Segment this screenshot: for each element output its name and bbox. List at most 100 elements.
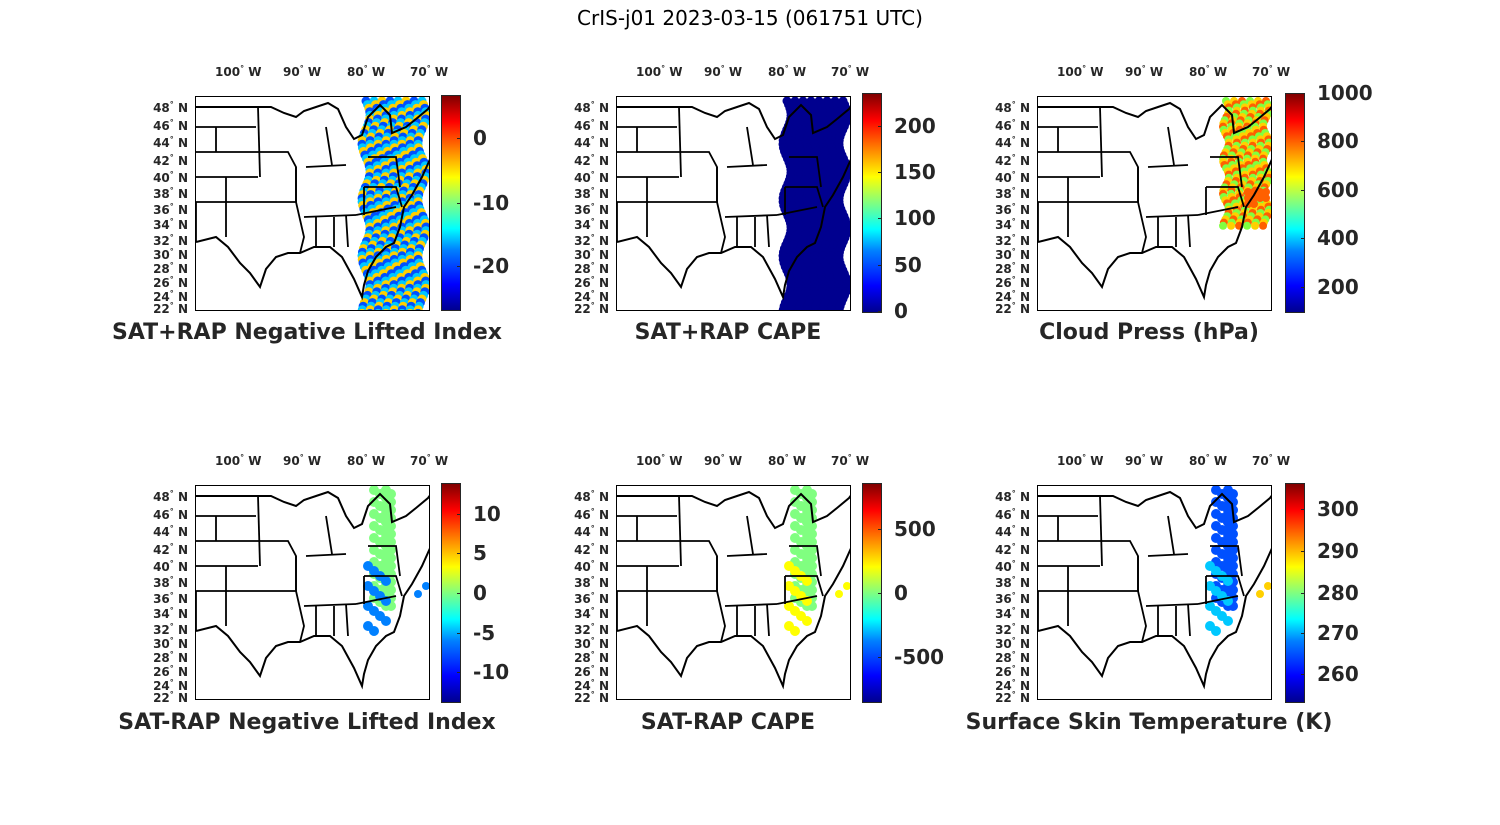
lon-suffix: W bbox=[367, 65, 386, 79]
lat-suffix: N bbox=[594, 543, 609, 557]
lat-tick-label: 30° N bbox=[561, 636, 609, 651]
state-border bbox=[1187, 603, 1191, 637]
panel-title: Cloud Press (hPa) bbox=[1039, 320, 1259, 345]
colorbar-tick-label: 300 bbox=[1317, 497, 1359, 522]
degree-symbol: ° bbox=[1011, 202, 1016, 211]
degree-symbol: ° bbox=[590, 559, 595, 568]
lon-value: 70 bbox=[410, 454, 427, 468]
lat-value: 36 bbox=[574, 592, 591, 606]
lat-tick-label: 40° N bbox=[140, 170, 188, 185]
degree-symbol: ° bbox=[1011, 100, 1016, 109]
degree-symbol: ° bbox=[1141, 64, 1146, 73]
lon-value: 100 bbox=[215, 65, 241, 79]
colorbar-tick-label: -500 bbox=[894, 644, 945, 669]
degree-symbol: ° bbox=[1011, 275, 1016, 284]
data-point bbox=[1211, 626, 1221, 636]
lon-value: 100 bbox=[1057, 65, 1083, 79]
lat-value: 42 bbox=[153, 154, 170, 168]
lat-suffix: N bbox=[594, 637, 609, 651]
colorbar-tick-mark bbox=[878, 264, 882, 266]
degree-symbol: ° bbox=[169, 217, 174, 226]
degree-symbol: ° bbox=[1011, 153, 1016, 162]
lat-value: 30 bbox=[995, 637, 1012, 651]
lon-suffix: W bbox=[1086, 65, 1104, 79]
lat-tick-label: 44° N bbox=[140, 524, 188, 539]
state-border bbox=[724, 214, 778, 218]
lat-value: 44 bbox=[574, 136, 591, 150]
degree-symbol: ° bbox=[1011, 507, 1016, 516]
degree-symbol: ° bbox=[720, 64, 725, 73]
lat-value: 34 bbox=[574, 218, 591, 232]
lat-value: 28 bbox=[574, 262, 591, 276]
degree-symbol: ° bbox=[169, 275, 174, 284]
data-point bbox=[367, 308, 373, 310]
state-border bbox=[257, 106, 261, 178]
state-border bbox=[364, 575, 403, 597]
lat-suffix: N bbox=[1015, 234, 1030, 248]
data-point bbox=[399, 308, 405, 310]
data-point bbox=[1256, 194, 1264, 202]
lat-tick-label: 42° N bbox=[561, 542, 609, 557]
lat-value: 28 bbox=[153, 262, 170, 276]
lat-value: 24 bbox=[153, 679, 170, 693]
us-map bbox=[196, 486, 429, 690]
lat-value: 40 bbox=[153, 560, 170, 574]
degree-symbol: ° bbox=[590, 233, 595, 242]
degree-symbol: ° bbox=[590, 170, 595, 179]
lat-suffix: N bbox=[1015, 679, 1030, 693]
lon-value: 80 bbox=[1189, 454, 1206, 468]
lon-tick-label: 70° W bbox=[1252, 453, 1290, 468]
lat-tick-label: 40° N bbox=[982, 559, 1030, 574]
lat-tick-label: 48° N bbox=[561, 100, 609, 115]
degree-symbol: ° bbox=[1011, 233, 1016, 242]
lon-suffix: W bbox=[303, 454, 322, 468]
lat-suffix: N bbox=[594, 665, 609, 679]
lat-tick-label: 30° N bbox=[982, 636, 1030, 651]
lon-value: 70 bbox=[410, 65, 427, 79]
lat-tick-label: 44° N bbox=[982, 524, 1030, 539]
degree-symbol: ° bbox=[1011, 289, 1016, 298]
lat-tick-label: 38° N bbox=[140, 186, 188, 201]
lat-tick-label: 38° N bbox=[982, 186, 1030, 201]
colorbar-tick-label: 5 bbox=[473, 541, 487, 566]
lat-tick-label: 24° N bbox=[140, 289, 188, 304]
data-point bbox=[1244, 188, 1252, 196]
lon-suffix: W bbox=[1272, 454, 1291, 468]
state-border bbox=[746, 515, 754, 555]
degree-symbol: ° bbox=[1082, 64, 1087, 73]
colorbar-tick-mark bbox=[457, 553, 461, 555]
lat-suffix: N bbox=[1015, 119, 1030, 133]
lat-value: 26 bbox=[153, 665, 170, 679]
data-swath bbox=[357, 97, 429, 310]
lat-tick-label: 40° N bbox=[982, 170, 1030, 185]
degree-symbol: ° bbox=[240, 453, 245, 462]
data-point bbox=[820, 308, 826, 310]
lat-tick-label: 38° N bbox=[140, 575, 188, 590]
state-border bbox=[325, 515, 333, 555]
colorbar-tick-label: -10 bbox=[473, 191, 510, 215]
state-border bbox=[1197, 206, 1239, 216]
lat-value: 32 bbox=[574, 234, 591, 248]
state-border bbox=[724, 603, 778, 607]
data-point bbox=[391, 308, 397, 310]
lat-value: 40 bbox=[574, 560, 591, 574]
lat-suffix: N bbox=[173, 262, 188, 276]
lat-suffix: N bbox=[1015, 136, 1030, 150]
lat-tick-label: 46° N bbox=[982, 507, 1030, 522]
degree-symbol: ° bbox=[590, 301, 595, 310]
lat-tick-label: 48° N bbox=[140, 100, 188, 115]
lon-suffix: W bbox=[367, 454, 386, 468]
lat-tick-label: 36° N bbox=[561, 202, 609, 217]
degree-symbol: ° bbox=[1011, 170, 1016, 179]
lon-value: 80 bbox=[347, 454, 364, 468]
map-frame bbox=[195, 485, 430, 700]
lat-tick-label: 48° N bbox=[561, 489, 609, 504]
state-border bbox=[766, 603, 770, 637]
lat-value: 38 bbox=[995, 187, 1012, 201]
coastline bbox=[617, 490, 850, 690]
lat-tick-label: 42° N bbox=[140, 542, 188, 557]
lat-tick-label: 28° N bbox=[140, 261, 188, 276]
state-border bbox=[716, 590, 726, 643]
lat-tick-label: 24° N bbox=[140, 678, 188, 693]
data-point bbox=[381, 305, 391, 310]
